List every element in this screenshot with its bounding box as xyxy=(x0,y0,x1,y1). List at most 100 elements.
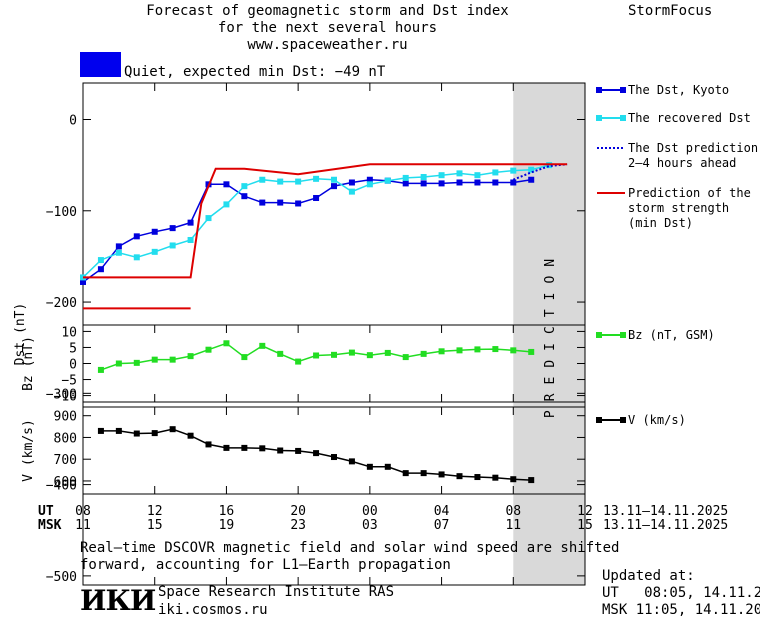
y-tick-label: −100 xyxy=(46,205,77,220)
legend-v-label: V (km/s) xyxy=(628,413,686,427)
ut-tick-label: 16 xyxy=(219,504,235,519)
y-tick-label: 900 xyxy=(54,410,77,425)
legend-bz-label: Bz (nT, GSM) xyxy=(628,328,715,342)
ut-date-range: 13.11–14.11.2025 xyxy=(603,504,728,519)
msk-tick-label: 11 xyxy=(505,518,521,533)
y-tick-label: −200 xyxy=(46,296,77,311)
msk-tick-label: 23 xyxy=(290,518,306,533)
footer-note-line-2: forward, accounting for L1–Earth propaga… xyxy=(80,557,451,573)
series-bz-point xyxy=(313,352,320,359)
series-dst_kyoto-point xyxy=(366,176,373,183)
y-tick-label: 600 xyxy=(54,475,77,490)
series-v-point xyxy=(205,441,212,448)
series-dst_kyoto-point xyxy=(313,195,320,202)
legend-dst_kyoto-label: The Dst, Kyoto xyxy=(628,83,729,97)
ut-tick-label: 20 xyxy=(290,504,306,519)
series-v-point xyxy=(528,477,535,484)
ut-tick-label: 08 xyxy=(75,504,91,519)
series-dst_kyoto-point xyxy=(169,225,176,232)
ut-axis-label: UT xyxy=(38,504,54,519)
series-bz-point xyxy=(241,354,248,361)
series-dst_recovered-point xyxy=(384,177,391,184)
y-axis-label: V (km/s) xyxy=(21,419,36,482)
series-bz-point xyxy=(277,350,284,357)
msk-date-range: 13.11–14.11.2025 xyxy=(603,518,728,533)
series-dst_kyoto-point xyxy=(259,199,266,206)
series-dst_kyoto-point xyxy=(133,233,140,240)
series-bz-point xyxy=(223,340,230,347)
series-dst_kyoto-point xyxy=(331,183,337,190)
msk-tick-label: 11 xyxy=(75,518,91,533)
series-bz-point xyxy=(348,349,355,356)
legend-dst_recovered-marker xyxy=(620,115,626,121)
institute-site[interactable]: iki.cosmos.ru xyxy=(158,602,268,618)
series-dst_recovered-point xyxy=(115,249,122,256)
legend-dst_recovered-marker xyxy=(596,115,602,121)
series-dst_kyoto-point xyxy=(97,266,104,273)
y-tick-label: −300 xyxy=(46,387,77,402)
updated-ut: UT 08:05, 14.11.2025 xyxy=(602,585,760,601)
series-v-point xyxy=(97,427,104,434)
msk-tick-label: 15 xyxy=(577,518,593,533)
series-v-point xyxy=(151,430,158,437)
series-dst_recovered-point xyxy=(151,248,158,255)
series-dst_recovered-point xyxy=(510,167,517,174)
series-v-point xyxy=(169,426,176,433)
series-dst_kyoto-point xyxy=(456,179,463,186)
series-dst_recovered-point xyxy=(366,181,373,188)
series-bz-point xyxy=(420,350,427,357)
series-bz-point xyxy=(259,342,266,349)
series-dst_kyoto-line xyxy=(82,178,532,283)
series-bz-point xyxy=(205,346,212,353)
series-dst_kyoto-point xyxy=(348,179,355,186)
legend-storm_strength-label: Prediction of the storm strength (min Dst) xyxy=(628,186,751,230)
series-dst_kyoto-point xyxy=(402,180,409,187)
series-dst_kyoto-point xyxy=(151,228,158,235)
series-dst_recovered-point xyxy=(223,201,230,208)
series-v-point xyxy=(223,444,230,451)
ut-tick-label: 12 xyxy=(147,504,163,519)
series-dst_recovered-point xyxy=(241,183,248,190)
series-v-point xyxy=(259,445,266,452)
series-bz-point xyxy=(366,352,373,359)
series-dst_recovered-point xyxy=(402,174,409,181)
series-v-point xyxy=(456,473,463,480)
institute-name: Space Research Institute RAS xyxy=(158,584,395,600)
series-v-point xyxy=(331,454,337,461)
series-v-point xyxy=(295,447,302,454)
msk-tick-label: 15 xyxy=(147,518,163,533)
msk-tick-label: 03 xyxy=(362,518,378,533)
footer-note-line-1: Real–time DSCOVR magnetic field and sola… xyxy=(80,540,620,556)
series-v-point xyxy=(115,427,122,434)
series-v-point xyxy=(366,463,373,470)
updated-msk: MSK 11:05, 14.11.2025 xyxy=(602,602,760,618)
plot-frame xyxy=(82,406,586,495)
series-v-point xyxy=(402,470,409,477)
y-tick-label: 5 xyxy=(69,341,77,356)
series-v-point xyxy=(420,470,427,477)
legend-bz-marker xyxy=(620,332,626,338)
legend-bz-marker xyxy=(596,332,602,338)
series-dst_recovered-point xyxy=(438,172,445,179)
series-bz-point xyxy=(295,358,302,365)
ut-tick-label: 12 xyxy=(577,504,593,519)
ut-tick-label: 04 xyxy=(434,504,450,519)
series-dst_recovered-point xyxy=(133,254,140,261)
y-tick-label: −5 xyxy=(61,374,77,389)
series-dst_recovered-point xyxy=(169,242,176,249)
series-v-point xyxy=(348,458,355,465)
y-tick-label: −400 xyxy=(46,479,77,494)
chart-panel-1: 105 0−5−10 Bz (nT) Bz (nT, GSM) xyxy=(21,324,715,405)
site-url[interactable]: www.spaceweather.ru xyxy=(247,37,408,53)
series-dst_kyoto-point xyxy=(474,179,481,186)
series-v-point xyxy=(438,471,445,478)
series-v-point xyxy=(492,474,499,481)
plot-frame xyxy=(82,324,586,403)
y-tick-label: −500 xyxy=(46,570,77,585)
legend-dst_kyoto-marker xyxy=(620,87,626,93)
series-v-point xyxy=(133,430,140,437)
ut-tick-label: 08 xyxy=(505,504,521,519)
series-bz-point xyxy=(97,366,104,373)
title-line-1: Forecast of geomagnetic storm and Dst in… xyxy=(146,3,509,19)
